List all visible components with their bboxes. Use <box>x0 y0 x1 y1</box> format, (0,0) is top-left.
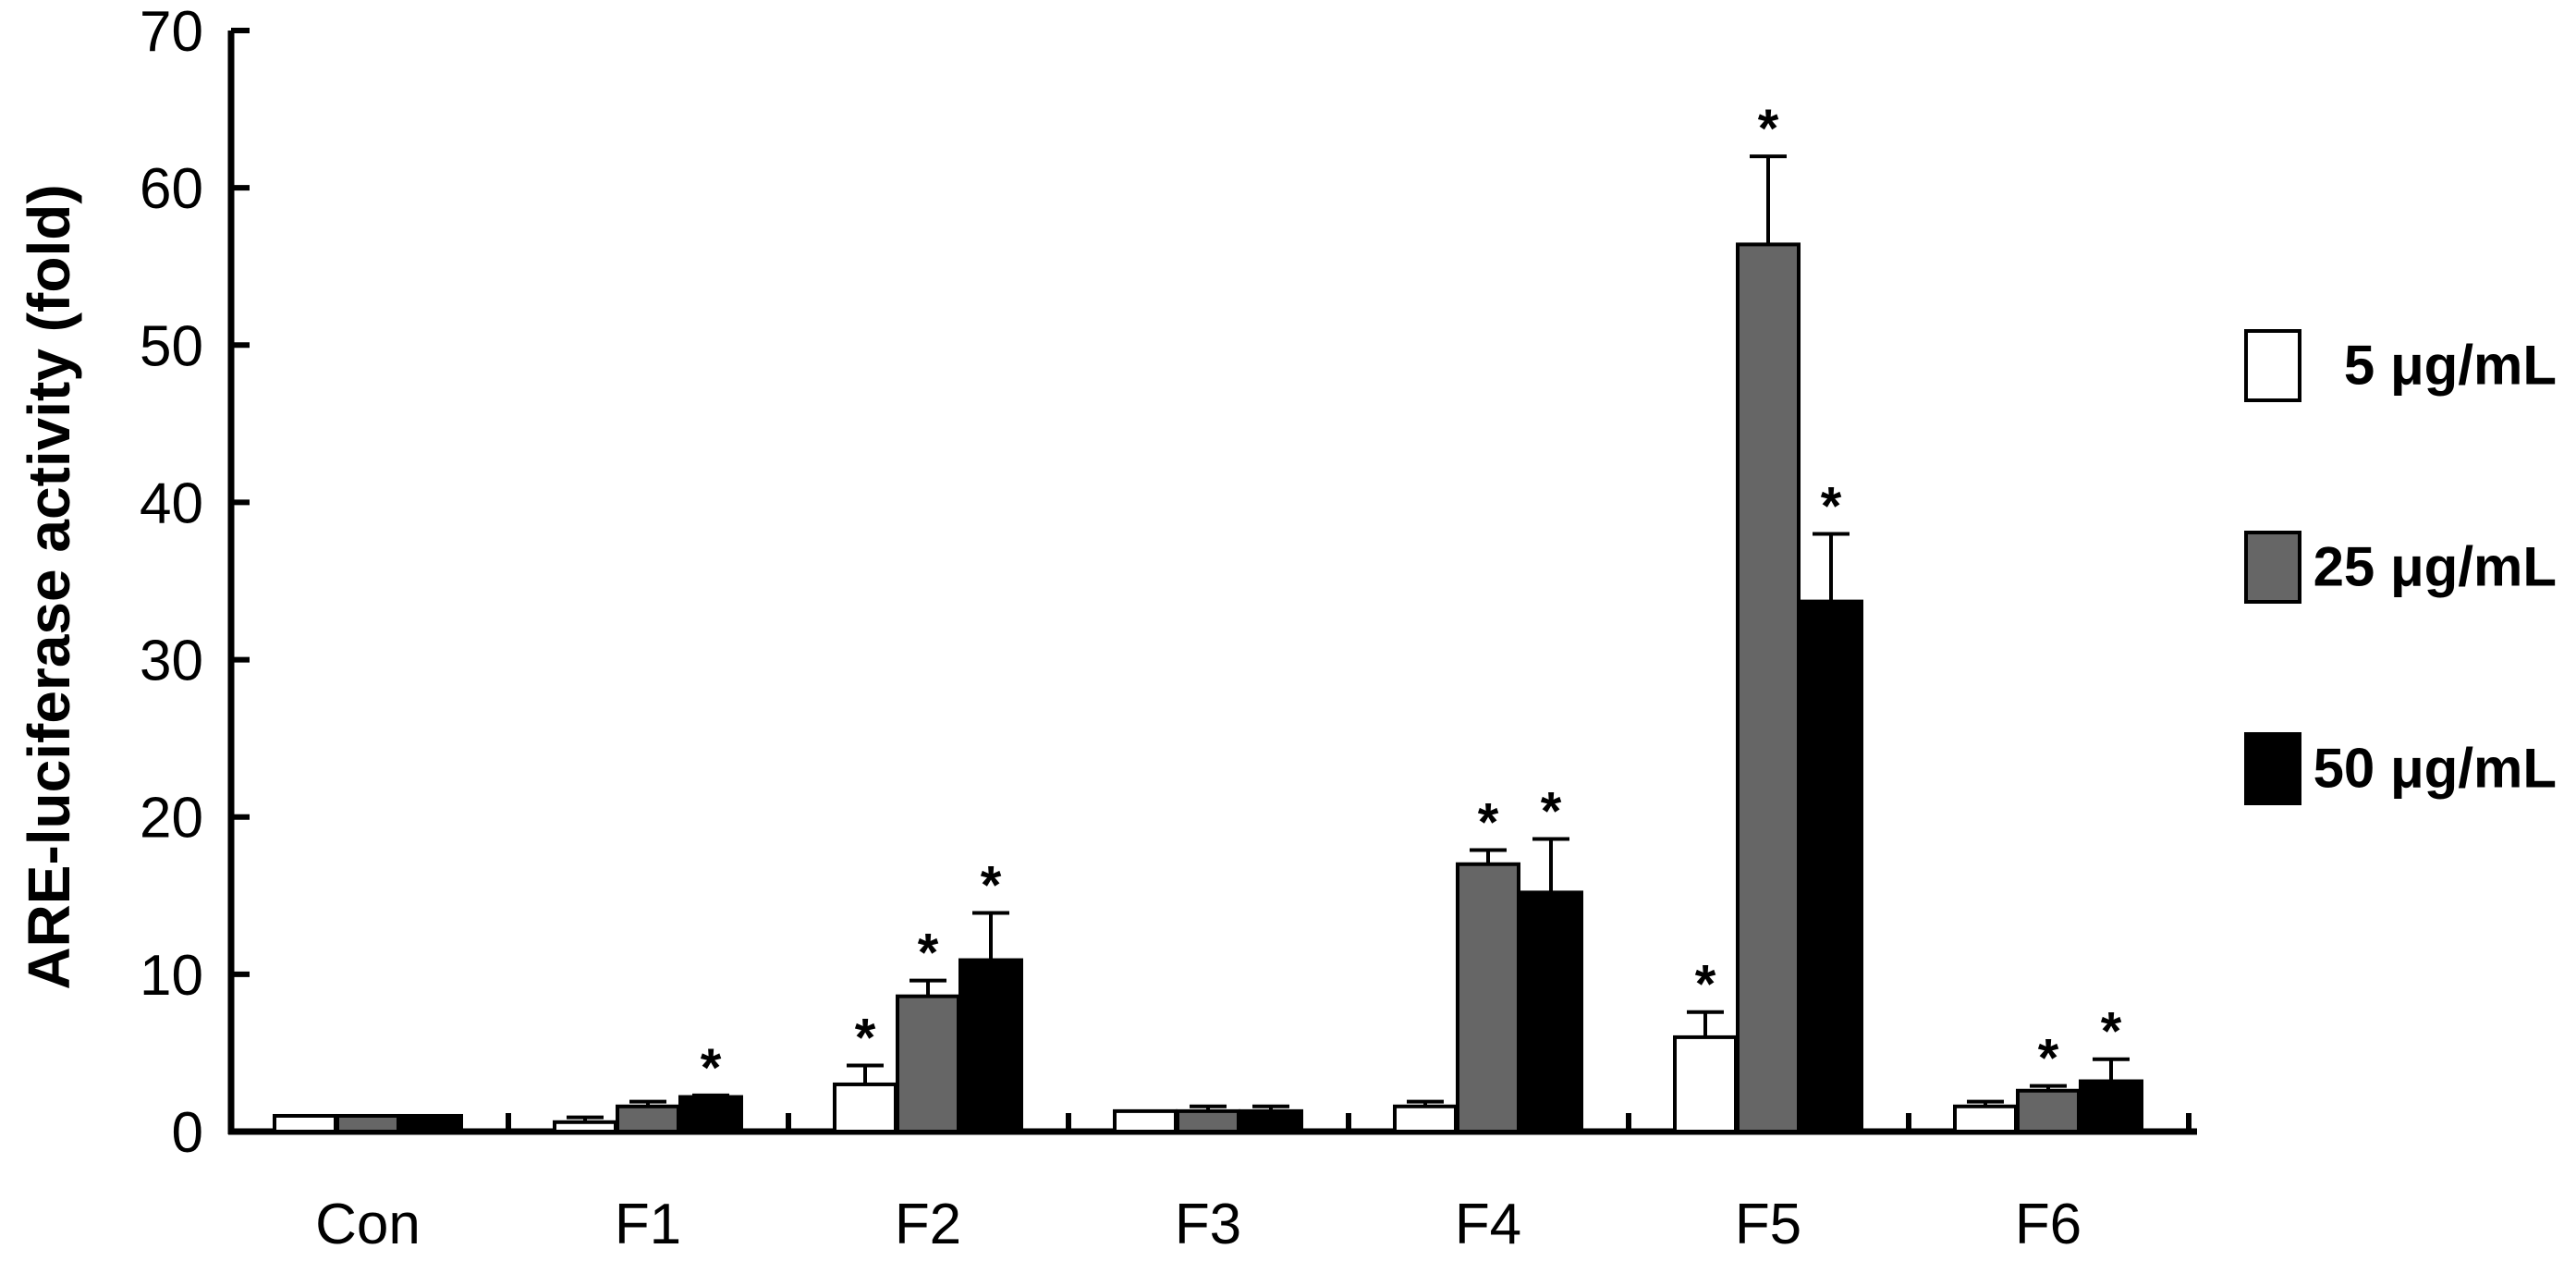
bar <box>833 1082 897 1134</box>
significance-star: * <box>701 1038 722 1098</box>
y-tick-label: 20 <box>140 787 203 851</box>
x-category-label: F5 <box>1735 1193 1801 1256</box>
bar <box>1239 1108 1303 1134</box>
bar <box>1736 242 1801 1133</box>
y-tick-label: 40 <box>140 471 203 535</box>
bar <box>1799 599 1863 1133</box>
significance-star: * <box>2101 1002 2122 1062</box>
bar <box>896 994 960 1133</box>
significance-star: * <box>1758 99 1779 159</box>
bar <box>1673 1035 1738 1134</box>
y-tick-label: 70 <box>140 0 203 64</box>
bar <box>1953 1104 2018 1133</box>
bars <box>273 242 2143 1134</box>
y-tick-label: 10 <box>140 944 203 1008</box>
y-tick-label: 30 <box>140 630 203 693</box>
legend-swatch <box>2244 531 2301 604</box>
y-tick-label: 0 <box>172 1101 203 1165</box>
x-category-label: F2 <box>895 1193 961 1256</box>
legend-swatch <box>2244 732 2301 805</box>
bar <box>1519 890 1583 1134</box>
y-axis-title-group: ARE-luciferase activity (fold) <box>16 184 82 989</box>
y-tick-label: 50 <box>140 314 203 378</box>
y-axis-title: ARE-luciferase activity (fold) <box>16 184 82 989</box>
bar <box>336 1113 400 1134</box>
x-category-label: F3 <box>1175 1193 1241 1256</box>
bar <box>678 1095 743 1134</box>
bar <box>553 1120 617 1133</box>
bar <box>616 1104 680 1133</box>
significance-star: * <box>981 856 1002 916</box>
legend-label: 50 μg/mL <box>2314 738 2557 800</box>
significance-star: * <box>855 1009 876 1069</box>
bar <box>273 1113 337 1134</box>
bar <box>958 958 1023 1134</box>
x-category-label: F1 <box>615 1193 681 1256</box>
bar <box>2079 1079 2143 1134</box>
legend-label: 5 μg/mL <box>2344 335 2557 397</box>
significance-star: * <box>1541 782 1562 842</box>
legend-swatch <box>2244 329 2301 402</box>
bar <box>2016 1088 2081 1133</box>
bar <box>1113 1108 1178 1134</box>
significance-star: * <box>918 924 939 984</box>
significance-star: * <box>1695 955 1716 1015</box>
bar <box>1176 1108 1240 1134</box>
significance-markers: * * * * * * * * * * * <box>701 99 2122 1098</box>
bar <box>398 1113 463 1134</box>
error-bars <box>567 154 2130 1122</box>
significance-star: * <box>1478 792 1499 852</box>
x-category-label: F4 <box>1455 1193 1521 1256</box>
x-category-label: Con <box>315 1193 421 1256</box>
bar <box>1456 862 1520 1133</box>
x-category-label: F6 <box>2015 1193 2082 1256</box>
bar <box>1393 1104 1458 1133</box>
y-tick-label: 60 <box>140 157 203 221</box>
legend: 5 μg/mL 25 μg/mL 50 μg/mL <box>2244 329 2557 805</box>
legend-label: 25 μg/mL <box>2314 536 2557 598</box>
axes: 0 10 20 30 40 50 60 70 Con F1 F2 F3 F4 F5 F6 <box>140 0 2197 1256</box>
significance-star: * <box>1821 476 1842 536</box>
significance-star: * <box>2038 1029 2059 1089</box>
